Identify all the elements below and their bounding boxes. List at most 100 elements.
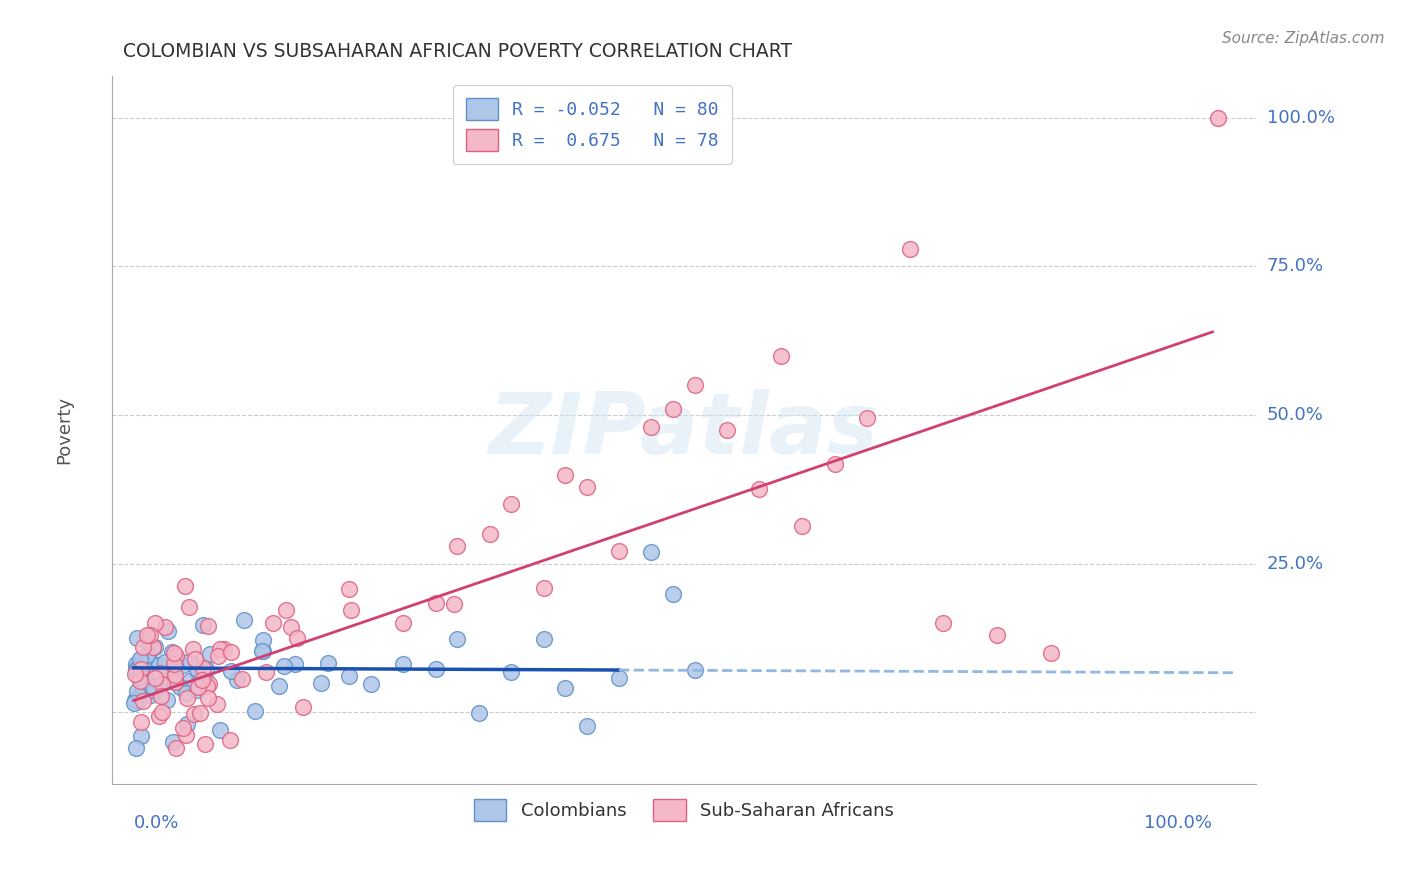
Point xyxy=(219,665,242,679)
Point xyxy=(129,673,152,688)
Point xyxy=(162,645,184,659)
Point xyxy=(163,674,186,689)
Point xyxy=(135,628,157,642)
Point xyxy=(124,657,146,671)
Point xyxy=(443,597,465,611)
Point xyxy=(252,633,274,648)
Point xyxy=(209,723,232,738)
Point xyxy=(143,640,166,654)
Point xyxy=(792,519,814,533)
Point xyxy=(186,662,208,676)
Point xyxy=(179,654,201,668)
Point xyxy=(501,665,523,679)
Point xyxy=(142,640,165,654)
Point xyxy=(181,642,204,657)
Point xyxy=(124,693,146,707)
Point xyxy=(138,667,160,681)
Point xyxy=(148,709,170,723)
Point xyxy=(340,603,363,617)
Point xyxy=(226,673,249,687)
Point xyxy=(143,616,166,631)
Point xyxy=(337,582,360,596)
Point xyxy=(195,662,218,676)
Point xyxy=(165,675,187,690)
Point xyxy=(554,467,576,482)
Point xyxy=(143,671,166,685)
Point xyxy=(291,700,314,714)
Point xyxy=(197,690,219,705)
Point xyxy=(142,657,165,671)
Point xyxy=(640,545,662,559)
Point xyxy=(252,643,274,657)
Point xyxy=(316,657,339,671)
Point xyxy=(142,680,165,694)
Text: ZIPatlas: ZIPatlas xyxy=(489,389,879,472)
Point xyxy=(212,642,235,657)
Point xyxy=(662,586,685,600)
Text: 0.0%: 0.0% xyxy=(134,814,179,832)
Point xyxy=(177,600,200,615)
Point xyxy=(533,632,555,646)
Point xyxy=(138,672,160,686)
Point xyxy=(122,696,145,710)
Point xyxy=(152,668,174,682)
Point xyxy=(162,667,184,681)
Point xyxy=(187,665,209,680)
Point xyxy=(125,662,148,676)
Point xyxy=(190,673,212,688)
Point xyxy=(575,479,598,493)
Point xyxy=(174,728,197,742)
Point xyxy=(156,624,179,639)
Point xyxy=(129,714,152,729)
Point xyxy=(640,420,662,434)
Point xyxy=(176,717,198,731)
Point xyxy=(124,665,146,679)
Point xyxy=(155,620,177,634)
Point xyxy=(165,648,187,663)
Point xyxy=(153,674,176,689)
Point xyxy=(149,689,172,703)
Point xyxy=(273,658,295,673)
Point xyxy=(132,694,155,708)
Point xyxy=(128,670,150,684)
Point xyxy=(132,674,155,689)
Text: 75.0%: 75.0% xyxy=(1267,258,1324,276)
Point xyxy=(478,527,501,541)
Point xyxy=(446,539,468,553)
Point xyxy=(824,457,846,471)
Point xyxy=(1039,646,1062,660)
Point xyxy=(231,673,253,687)
Legend: Colombians, Sub-Saharan Africans: Colombians, Sub-Saharan Africans xyxy=(467,791,901,828)
Point xyxy=(193,661,215,675)
Point xyxy=(125,741,148,756)
Point xyxy=(267,679,290,693)
Point xyxy=(501,497,523,511)
Point xyxy=(139,688,162,702)
Point xyxy=(250,644,273,658)
Point xyxy=(165,668,187,682)
Point xyxy=(139,628,162,642)
Point xyxy=(127,667,149,681)
Point xyxy=(533,581,555,595)
Point xyxy=(207,648,229,663)
Point xyxy=(662,402,685,417)
Point xyxy=(172,657,194,672)
Point xyxy=(683,663,706,677)
Point xyxy=(748,482,770,496)
Point xyxy=(129,651,152,665)
Point xyxy=(683,378,706,392)
Point xyxy=(446,632,468,647)
Point xyxy=(132,657,155,672)
Point xyxy=(142,682,165,697)
Point xyxy=(243,704,266,718)
Point xyxy=(150,705,173,719)
Point xyxy=(197,618,219,632)
Point xyxy=(232,613,254,627)
Point xyxy=(254,665,277,679)
Point xyxy=(176,686,198,700)
Point xyxy=(187,680,209,694)
Point xyxy=(125,684,148,698)
Point xyxy=(1206,111,1229,125)
Point xyxy=(148,658,170,673)
Point xyxy=(172,721,194,735)
